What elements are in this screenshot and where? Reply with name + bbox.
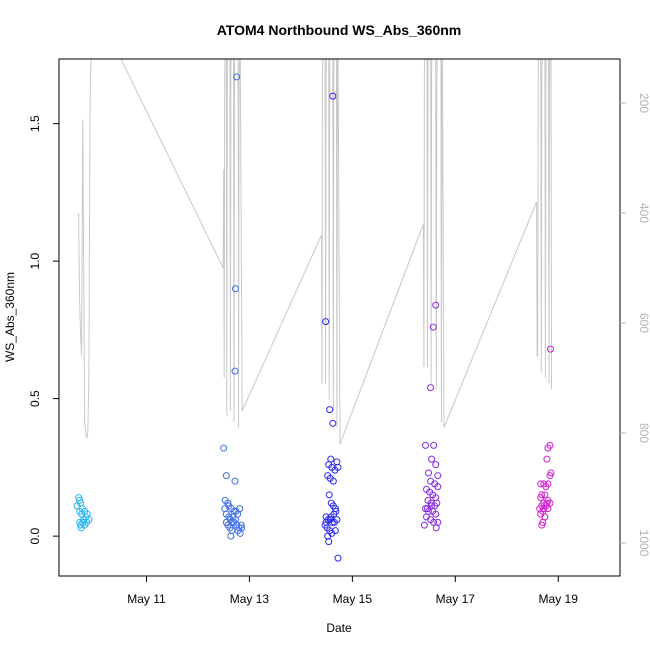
data-point — [236, 505, 244, 513]
data-point — [542, 483, 550, 491]
data-point — [432, 510, 440, 518]
y2-tick-label: 1000 — [637, 530, 650, 557]
data-point — [237, 521, 245, 529]
data-point — [231, 367, 239, 375]
data-point — [543, 455, 551, 463]
x-tick-label: May 19 — [539, 592, 579, 606]
data-point — [322, 518, 330, 526]
data-point — [428, 455, 436, 463]
data-point — [329, 477, 337, 485]
data-point — [432, 524, 440, 532]
data-point — [222, 472, 230, 480]
data-point — [430, 441, 438, 449]
y2-tick-label: 600 — [637, 313, 650, 333]
data-point — [546, 472, 554, 480]
data-point — [425, 469, 432, 477]
data-point — [547, 345, 554, 353]
data-point — [222, 518, 230, 526]
x-axis-label: Date — [326, 621, 352, 635]
data-point — [546, 441, 554, 449]
data-point — [233, 73, 241, 81]
y2-tick-label: 200 — [637, 93, 650, 113]
data-point — [83, 518, 91, 526]
data-point — [538, 521, 546, 529]
data-point — [422, 441, 429, 449]
data-point — [325, 538, 333, 546]
data-point — [329, 92, 337, 100]
series-4 — [420, 301, 442, 532]
data-point — [434, 472, 442, 480]
x-tick-label: May 13 — [230, 592, 270, 606]
y-axis-label: WS_Abs_360nm — [3, 272, 17, 362]
y2-tick-label: 400 — [637, 203, 650, 223]
y-tick-label: 1.0 — [28, 252, 42, 269]
series-5 — [536, 345, 555, 529]
data-point — [329, 419, 337, 427]
data-point — [325, 491, 333, 499]
data-point — [333, 516, 341, 524]
data-point — [428, 502, 436, 510]
data-point — [433, 499, 441, 507]
data-point — [434, 483, 442, 491]
data-point — [326, 406, 334, 414]
y-tick-label: 0.5 — [28, 390, 42, 407]
data-point — [232, 285, 239, 293]
series-3 — [321, 92, 342, 562]
data-point — [420, 521, 428, 529]
data-point — [77, 521, 85, 529]
data-point — [322, 318, 330, 326]
data-point — [73, 502, 81, 510]
data-point — [537, 494, 545, 502]
data-point — [430, 518, 438, 526]
data-point — [432, 461, 440, 469]
x-tick-label: May 17 — [436, 592, 476, 606]
plot-layer — [73, 59, 555, 562]
data-point — [427, 384, 435, 392]
x-tick-label: May 11 — [127, 592, 166, 606]
y-tick-label: 0.0 — [28, 527, 42, 544]
data-point — [231, 477, 239, 485]
series-2 — [220, 73, 246, 540]
y2-tick-label: 800 — [637, 423, 650, 443]
data-point — [227, 532, 235, 540]
data-point — [77, 524, 85, 532]
data-point — [220, 444, 228, 452]
series-1 — [73, 494, 93, 532]
data-point — [544, 505, 552, 513]
y-tick-label: 1.5 — [28, 115, 42, 132]
secondary-line — [78, 59, 552, 445]
data-point — [332, 507, 340, 515]
data-point — [331, 527, 339, 535]
data-point — [432, 301, 440, 309]
data-point — [334, 554, 342, 562]
x-tick-label: May 15 — [333, 592, 373, 606]
data-point — [327, 513, 335, 521]
data-point — [429, 323, 437, 331]
data-point — [334, 463, 342, 471]
chart-title: ATOM4 Northbound WS_Abs_360nm — [217, 22, 462, 38]
data-point — [236, 529, 244, 537]
axis-layer: May 11 May 13 May 15 May 17 May 19 0.0 0.5 1.0 1… — [28, 93, 650, 606]
